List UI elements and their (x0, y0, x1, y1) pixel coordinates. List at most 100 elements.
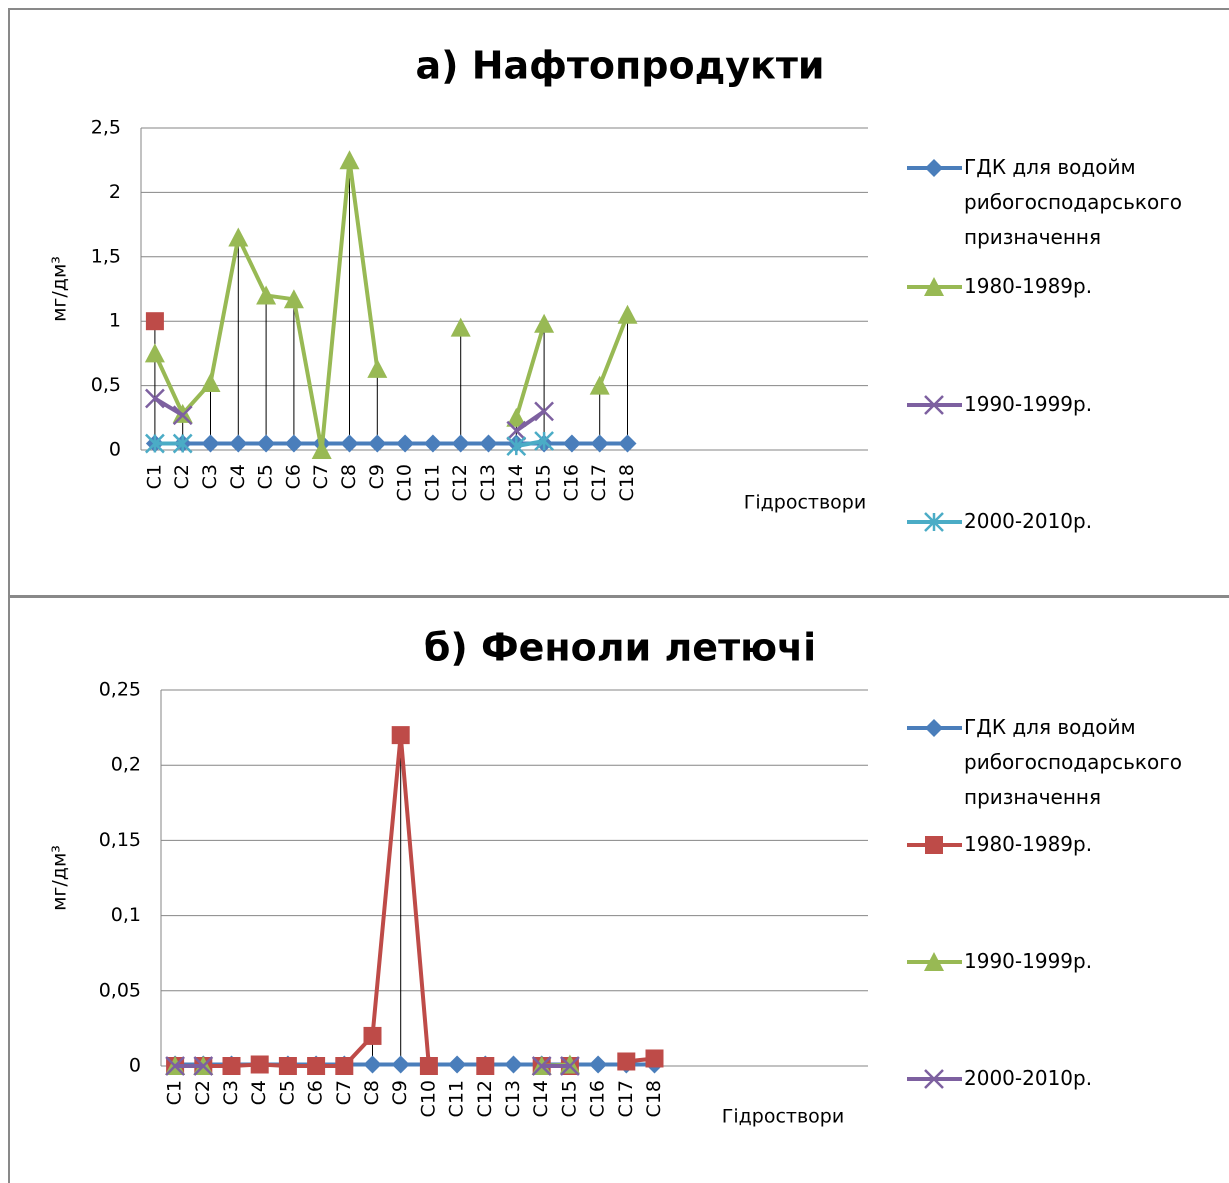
legend-marker (924, 395, 944, 415)
y-tick-label: 1 (109, 310, 121, 332)
x-tick-label: C2 (192, 1080, 214, 1105)
marker (144, 343, 165, 363)
y-tick-label: 0,2 (111, 754, 141, 776)
x-tick-label: C7 (333, 1080, 355, 1105)
marker (562, 434, 581, 453)
x-tick-label: C6 (305, 1080, 327, 1105)
x-tick-label: C16 (587, 1080, 609, 1117)
y-tick-label: 0,1 (111, 904, 141, 926)
x-tick-label: C4 (248, 1080, 270, 1105)
marker (391, 1055, 410, 1074)
legend-entry: 2000-2010р. (964, 509, 1092, 533)
marker (165, 1056, 185, 1076)
x-tick-label: C14 (505, 464, 527, 501)
marker (363, 1026, 382, 1045)
y-tick-label: 0 (109, 439, 121, 461)
x-tick-label: C11 (446, 1080, 468, 1117)
legend-entry: 1990-1999р. (964, 949, 1093, 973)
x-tick-label: C18 (616, 464, 638, 501)
marker (476, 1057, 495, 1075)
marker (284, 434, 303, 453)
x-axis-label: Гідроствори (722, 1106, 844, 1128)
marker (200, 373, 221, 393)
x-tick-label: C9 (366, 464, 388, 489)
x-tick-label: C5 (255, 464, 277, 489)
marker (534, 401, 554, 422)
marker (618, 434, 637, 453)
x-axis-label: Гідроствори (744, 492, 866, 514)
marker (534, 431, 554, 451)
marker (307, 1057, 326, 1075)
marker (257, 434, 276, 453)
marker (311, 440, 332, 459)
x-tick-label: C17 (588, 464, 610, 501)
marker (448, 1055, 467, 1074)
legend-marker (924, 952, 944, 971)
marker (283, 289, 304, 309)
legend-label: 1980-1989р. (964, 274, 1093, 298)
marker (367, 358, 388, 378)
marker (201, 434, 220, 453)
y-tick-label: 0 (129, 1055, 141, 1077)
x-tick-label: C5 (276, 1080, 298, 1105)
marker (617, 1052, 636, 1071)
marker (145, 433, 165, 454)
legend-entry: 1990-1999р. (964, 392, 1093, 416)
marker (172, 433, 193, 454)
marker (589, 375, 610, 395)
legend-marker (924, 512, 944, 532)
legend-entry: ГДК для водойм рибогосподарського призна… (964, 155, 1182, 249)
x-tick-label: C10 (417, 1080, 439, 1117)
x-tick-label: C4 (227, 464, 249, 489)
legend-entry: 2000-2010р. (964, 1066, 1092, 1090)
marker (534, 313, 555, 333)
marker (172, 405, 193, 426)
x-tick-label: C12 (474, 1080, 496, 1117)
y-tick-label: 1,5 (91, 245, 121, 267)
marker (506, 436, 527, 457)
marker (278, 1057, 297, 1075)
marker (451, 434, 470, 453)
legend-label: 1990-1999р. (964, 949, 1093, 973)
legend-label: ГДК для водойм рибогосподарського призна… (964, 715, 1182, 809)
x-tick-label: C10 (394, 464, 416, 501)
marker (560, 1056, 580, 1076)
x-tick-label: C12 (449, 464, 471, 501)
legend-label: 1990-1999р. (964, 392, 1093, 416)
y-tick-label: 0,05 (99, 979, 141, 1001)
marker (229, 434, 248, 453)
x-tick-label: C3 (199, 464, 221, 489)
x-tick-label: C8 (361, 1080, 383, 1105)
legend-label: 1980-1989р. (964, 832, 1093, 856)
marker (559, 1054, 580, 1074)
marker (617, 304, 638, 324)
y-tick-label: 0,25 (99, 679, 141, 701)
marker (589, 1055, 608, 1074)
series-line (154, 439, 545, 449)
marker (645, 1049, 664, 1068)
marker (363, 1055, 382, 1074)
marker (335, 1057, 354, 1075)
marker (368, 434, 387, 453)
marker (504, 1055, 523, 1074)
x-tick-label: C15 (558, 1080, 580, 1117)
marker (479, 434, 498, 453)
x-tick-label: C2 (171, 464, 193, 489)
marker (193, 1056, 214, 1076)
marker (531, 1056, 552, 1076)
marker (145, 388, 165, 409)
y-tick-label: 2,5 (91, 117, 121, 139)
x-tick-label: C13 (477, 464, 499, 501)
marker (145, 312, 164, 331)
legend-entry: 1980-1989р. (964, 274, 1093, 298)
marker (222, 1057, 241, 1075)
marker (423, 434, 442, 453)
x-tick-label: C17 (615, 1080, 637, 1117)
x-tick-label: C15 (533, 464, 555, 501)
x-tick-label: C13 (502, 1080, 524, 1117)
chart-border (8, 8, 1229, 597)
marker (590, 434, 609, 453)
legend-marker (924, 1069, 944, 1089)
